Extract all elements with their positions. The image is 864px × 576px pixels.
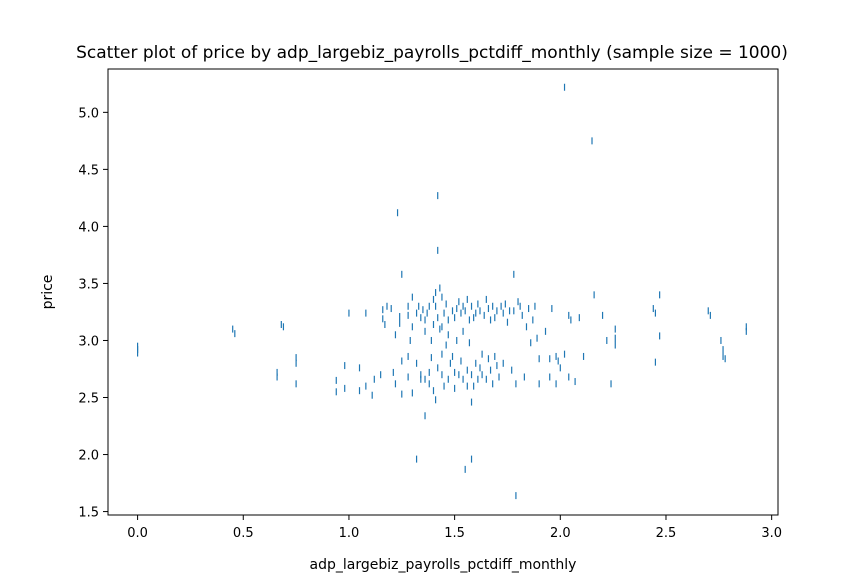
y-tick-label: 1.5: [78, 506, 99, 521]
x-tick-label: 1.0: [339, 526, 360, 541]
x-tick-label: 3.0: [761, 526, 782, 541]
x-tick-label: 2.5: [656, 526, 677, 541]
x-axis-label: adp_largebiz_payrolls_pctdiff_monthly: [310, 557, 577, 573]
data-points: [136, 83, 747, 500]
y-tick-label: 3.5: [78, 277, 99, 292]
plot-frame: [107, 68, 779, 516]
x-tick-label: 1.5: [444, 526, 465, 541]
y-tick-label: 2.0: [78, 449, 99, 464]
x-tick-label: 0.5: [233, 526, 254, 541]
y-tick-label: 4.0: [78, 220, 99, 235]
y-axis: 1.5 2.0 2.5 3.0 3.5 4.0 4.5 5.0: [78, 106, 108, 521]
x-axis: 0.0 0.5 1.0 1.5 2.0 2.5 3.0: [127, 515, 782, 541]
y-tick-label: 4.5: [78, 163, 99, 178]
x-tick-label: 2.0: [550, 526, 571, 541]
y-tick-label: 5.0: [78, 106, 99, 121]
y-tick-label: 2.5: [78, 392, 99, 407]
chart-title: Scatter plot of price by adp_largebiz_pa…: [76, 43, 788, 63]
y-tick-label: 3.0: [78, 334, 99, 349]
x-tick-label: 0.0: [127, 526, 148, 541]
y-axis-label: price: [40, 275, 56, 310]
